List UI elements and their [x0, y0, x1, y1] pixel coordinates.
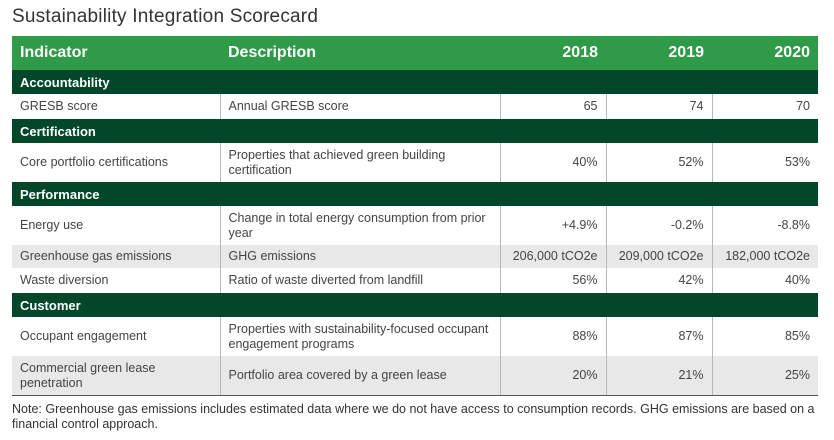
- table-row: Occupant engagement Properties with sust…: [12, 317, 818, 356]
- page-title: Sustainability Integration Scorecard: [12, 6, 319, 27]
- value-2018: 56%: [499, 268, 606, 293]
- indicator-cell: Waste diversion: [20, 273, 109, 287]
- value-2019: 21%: [605, 356, 712, 396]
- value-2019: 74: [605, 94, 712, 119]
- section-row: Accountability: [12, 70, 818, 94]
- value-2019: 52%: [605, 143, 712, 182]
- scorecard-table: Indicator Description 2018 2019 2020 Acc…: [12, 36, 818, 396]
- value-2019: 42%: [605, 268, 712, 293]
- section-customer: Customer: [12, 293, 818, 317]
- section-accountability: Accountability: [12, 70, 818, 94]
- description-cell: GHG emissions: [219, 245, 500, 268]
- value-2020: 70: [711, 94, 818, 119]
- table-row: Waste diversion Ratio of waste diverted …: [12, 268, 818, 293]
- indicator-cell: GRESB score: [20, 99, 98, 113]
- value-2018: 65: [499, 94, 606, 119]
- header-2020: 2020: [712, 36, 818, 70]
- description-cell: Properties that achieved green building …: [219, 143, 500, 182]
- section-row: Certification: [12, 119, 818, 143]
- footnote: Note: Greenhouse gas emissions includes …: [12, 402, 815, 431]
- description-cell: Properties with sustainability-focused o…: [219, 317, 500, 356]
- value-2019: -0.2%: [605, 206, 712, 245]
- header-2018: 2018: [500, 36, 606, 70]
- value-2018: +4.9%: [499, 206, 606, 245]
- value-2020: 53%: [711, 143, 818, 182]
- value-2018: 40%: [499, 143, 606, 182]
- value-2018: 20%: [499, 356, 606, 396]
- description-cell: Annual GRESB score: [219, 94, 500, 119]
- value-2020: 25%: [711, 356, 818, 396]
- table-row: Greenhouse gas emissions GHG emissions 2…: [12, 245, 818, 268]
- table-row: Core portfolio certifications Properties…: [12, 143, 818, 182]
- value-2018: 206,000 tCO2e: [499, 245, 606, 268]
- description-cell: Ratio of waste diverted from landfill: [219, 268, 500, 293]
- header-indicator: Indicator: [12, 36, 220, 70]
- table-row: Energy use Change in total energy consum…: [12, 206, 818, 245]
- table-row: Commercial green lease penetration Portf…: [12, 356, 818, 396]
- header-2019: 2019: [606, 36, 712, 70]
- value-2020: -8.8%: [711, 206, 818, 245]
- value-2018: 88%: [499, 317, 606, 356]
- value-2020: 40%: [711, 268, 818, 293]
- table-row: GRESB score Annual GRESB score 65 74 70: [12, 94, 818, 119]
- section-certification: Certification: [12, 119, 818, 143]
- description-cell: Portfolio area covered by a green lease: [219, 356, 500, 396]
- indicator-cell: Occupant engagement: [20, 329, 147, 343]
- value-2020: 85%: [711, 317, 818, 356]
- indicator-cell: Core portfolio certifications: [20, 155, 168, 169]
- value-2020: 182,000 tCO2e: [711, 245, 818, 268]
- section-row: Performance: [12, 182, 818, 206]
- value-2019: 87%: [605, 317, 712, 356]
- section-row: Customer: [12, 293, 818, 317]
- indicator-cell: Energy use: [20, 218, 84, 232]
- table-header-row: Indicator Description 2018 2019 2020: [12, 36, 818, 70]
- value-2019: 209,000 tCO2e: [605, 245, 712, 268]
- header-description: Description: [220, 36, 500, 70]
- indicator-cell: Commercial green lease penetration: [12, 356, 220, 396]
- section-performance: Performance: [12, 182, 818, 206]
- description-cell: Change in total energy consumption from …: [219, 206, 500, 245]
- indicator-cell: Greenhouse gas emissions: [12, 245, 220, 268]
